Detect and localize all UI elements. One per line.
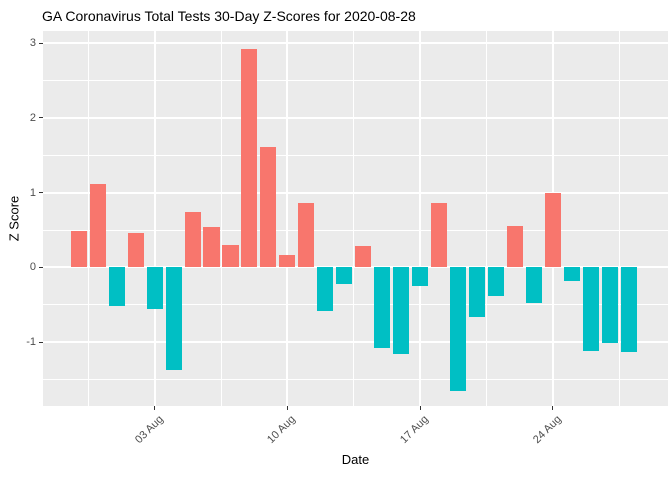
gridline-minor-vertical [485, 31, 487, 406]
zscore-bar [374, 267, 391, 348]
zscore-bar [298, 203, 315, 268]
zscore-bar [544, 192, 561, 268]
x-tick-label: 24 Aug [530, 413, 564, 447]
zscore-bar [70, 230, 87, 268]
y-tick-label: 2 [29, 111, 36, 124]
y-tick-label: 3 [29, 37, 36, 50]
gridline-minor-horizontal [43, 80, 668, 82]
gridline-minor-vertical [220, 31, 222, 406]
gridline-major-horizontal [43, 42, 668, 45]
y-tick-label: 0 [29, 261, 36, 274]
x-tick-label: 10 Aug [265, 413, 299, 447]
zscore-bar [449, 267, 467, 391]
gridline-minor-vertical [353, 31, 355, 406]
zscore-bar [222, 244, 239, 268]
plot-panel [43, 31, 668, 406]
gridline-major-vertical [419, 31, 422, 406]
zscore-bar [279, 254, 296, 268]
zscore-bar [393, 267, 410, 354]
gridline-major-horizontal [43, 191, 668, 194]
gridline-minor-horizontal [43, 229, 668, 231]
y-axis-tick [39, 117, 43, 119]
zscore-bar [468, 267, 486, 317]
y-tick-label: 1 [29, 186, 36, 199]
gridline-minor-vertical [87, 31, 89, 406]
gridline-minor-horizontal [43, 304, 668, 306]
x-axis-tick [552, 406, 554, 410]
chart-title: GA Coronavirus Total Tests 30-Day Z-Scor… [42, 8, 416, 24]
x-tick-label: 03 Aug [132, 413, 166, 447]
zscore-bar [525, 267, 542, 304]
zscore-bar [620, 267, 637, 353]
gridline-major-horizontal [43, 341, 668, 343]
zscore-bar [336, 267, 353, 285]
zscore-bar [108, 267, 125, 307]
zscore-bar [582, 267, 599, 351]
zscore-bar [203, 227, 220, 268]
zscore-bar [487, 267, 504, 296]
zscore-bar [317, 267, 334, 312]
zscore-bar [601, 267, 618, 343]
zscore-bar [241, 49, 258, 268]
x-axis-tick [286, 406, 288, 410]
x-axis-tick [419, 406, 421, 410]
zscore-bar [430, 203, 448, 268]
zscore-bar [146, 267, 163, 310]
zscore-bar [412, 267, 429, 286]
y-axis-tick [39, 192, 43, 194]
x-tick-label: 17 Aug [398, 413, 431, 447]
gridline-minor-horizontal [43, 378, 668, 380]
y-tick-label: -1 [26, 336, 36, 348]
y-axis-tick [39, 42, 43, 44]
zscore-bar [506, 226, 523, 268]
gridline-major-vertical [286, 31, 289, 406]
gridline-major-vertical [153, 31, 156, 406]
gridline-minor-horizontal [43, 154, 668, 156]
zscore-bar [563, 267, 580, 282]
zscore-bar [260, 147, 277, 268]
zscore-bar [165, 267, 182, 370]
y-axis-tick [39, 341, 43, 343]
x-axis-tick [154, 406, 156, 410]
gridline-minor-vertical [618, 31, 620, 406]
zscore-bar [355, 245, 372, 268]
y-axis-tick [39, 266, 43, 268]
zscore-bar [184, 212, 201, 268]
zscore-bar [127, 232, 144, 268]
x-axis-title: Date [341, 452, 370, 467]
zscore-bar [89, 183, 106, 268]
gridline-major-horizontal [43, 116, 668, 119]
gridline-major-horizontal [43, 266, 668, 269]
